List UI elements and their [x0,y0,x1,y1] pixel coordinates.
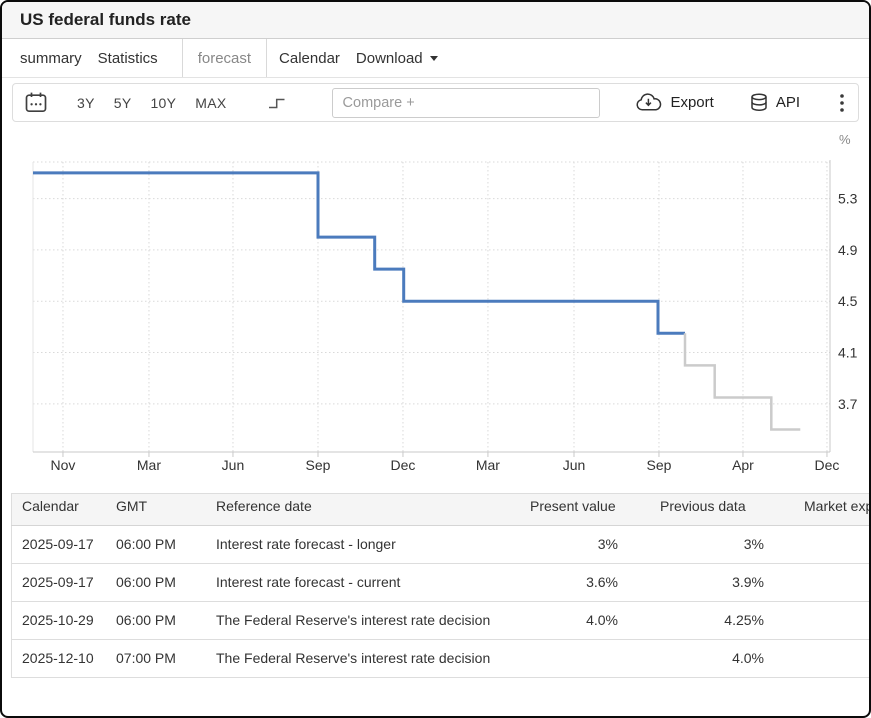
gmt-cell: 06:00 PM [116,563,216,602]
y-axis-label: 4.1 [838,345,858,361]
market-expectations-cell: 4.0% [776,601,869,640]
y-axis-label: 3.7 [838,396,858,412]
previous-data-cell: 3% [630,525,776,564]
y-axis-label: 4.9 [838,242,858,258]
column-header-calendar: Calendar [11,493,116,526]
table-row[interactable]: 2025-09-17 06:00 PM Interest rate forecast… [11,525,869,564]
compare-input[interactable] [331,87,600,118]
tab-label: summary [20,49,82,67]
market-expectations-cell [776,525,869,564]
series-actual [33,171,685,335]
table-row[interactable]: 2025-12-10 07:00 PM The Federal Reserve's … [11,639,869,678]
x-axis-label: Jun [563,457,586,473]
column-header-gmt: GMT [116,493,216,526]
step-line-icon[interactable] [268,94,286,112]
previous-data-cell: 4.0% [630,639,776,678]
previous-data-cell: 4.25% [630,601,776,640]
y-axis-label: 4.5 [838,293,858,309]
gmt-cell: 06:00 PM [116,525,216,564]
chart-toolbar: 3Y 5Y 10Y MAX Export [12,83,859,122]
range-buttons: 3Y 5Y 10Y MAX [77,95,246,111]
table-row[interactable]: 2025-10-29 06:00 PM The Federal Reserve's … [11,601,869,640]
reference-date-cell: The Federal Reserve's interest rate deci… [216,639,514,678]
x-axis-label: Dec [391,457,416,473]
tab-forecast[interactable]: forecast [181,39,268,77]
column-header-reference-date: Reference date [216,493,514,526]
x-axis-label: Nov [51,457,76,473]
reference-date-cell: The Federal Reserve's interest rate deci… [216,601,514,640]
tab-calendar[interactable]: Calendar [279,39,340,77]
export-label: Export [670,94,714,111]
column-header-previous-data: Previous data [630,493,776,526]
cloud-download-icon [635,93,662,112]
table-row[interactable]: 2025-09-17 06:00 PM Interest rate forecast… [11,563,869,602]
x-axis-label: Sep [647,457,672,473]
kebab-menu-icon[interactable] [840,93,844,112]
tab-label: Statistics [97,49,158,67]
present-value-cell: 3% [514,525,630,564]
tab-bar: summary Statistics forecast Calendar Downloa… [2,39,869,78]
range-button-max[interactable]: MAX [195,94,227,111]
range-button-10y[interactable]: 10Y [150,94,177,111]
previous-data-cell: 3.9% [630,563,776,602]
reference-date-cell: Interest rate forecast - longer [216,525,514,564]
tab-label: Calendar [279,49,340,67]
column-header-market-expectations: Market expectations [776,493,869,526]
calendar-icon[interactable] [25,92,47,113]
x-axis-label: Dec [815,457,840,473]
range-button-3y[interactable]: 3Y [77,94,95,111]
chart-area: 5.3 4.9 4.5 4.1 3.7 Nov Mar Jun Sep Dec Mar Jun Sep A… [2,126,869,487]
market-expectations-cell [776,639,869,678]
x-axis-label: Sep [306,457,331,473]
calendar-cell: 2025-09-17 [11,525,116,564]
y-axis-unit: % [839,132,851,147]
tab-summary[interactable]: summary [20,39,82,77]
range-button-5y[interactable]: 5Y [113,94,132,111]
gmt-cell: 06:00 PM [116,601,216,640]
present-value-cell: 3.6% [514,563,630,602]
y-axis-label: 5.3 [838,191,858,207]
x-axis-label: Apr [732,457,754,473]
tab-download[interactable]: Download [356,39,438,77]
column-header-present-value: Present value [514,493,630,526]
x-axis-label: Jun [222,457,245,473]
calendar-cell: 2025-09-17 [11,563,116,602]
api-label: API [775,94,800,111]
calendar-table-container: Calendar GMT Reference date Present value Pr… [11,493,869,678]
x-axis-label: Mar [476,457,500,473]
x-axis-label: Mar [137,457,161,473]
gmt-cell: 07:00 PM [116,639,216,678]
calendar-cell: 2025-10-29 [11,601,116,640]
calendar-table: Calendar GMT Reference date Present value Pr… [11,493,869,678]
page-title: US federal funds rate [20,10,191,29]
series-forecast [683,333,801,431]
present-value-cell: 4.0% [514,601,630,640]
title-bar: US federal funds rate [2,2,869,39]
tab-label: Download [355,49,423,67]
rate-step-chart[interactable]: 5.3 4.9 4.5 4.1 3.7 Nov Mar Jun Sep Dec Mar Jun Sep A… [2,126,871,482]
tab-statistics[interactable]: Statistics [98,39,158,77]
database-icon [750,92,768,113]
tab-label: forecast [197,49,252,67]
chevron-down-icon [429,55,438,61]
market-expectations-cell [776,563,869,602]
present-value-cell [514,639,630,678]
calendar-cell: 2025-12-10 [11,639,116,678]
api-button[interactable]: API [750,92,800,113]
export-button[interactable]: Export [635,93,714,112]
reference-date-cell: Interest rate forecast - current [216,563,514,602]
